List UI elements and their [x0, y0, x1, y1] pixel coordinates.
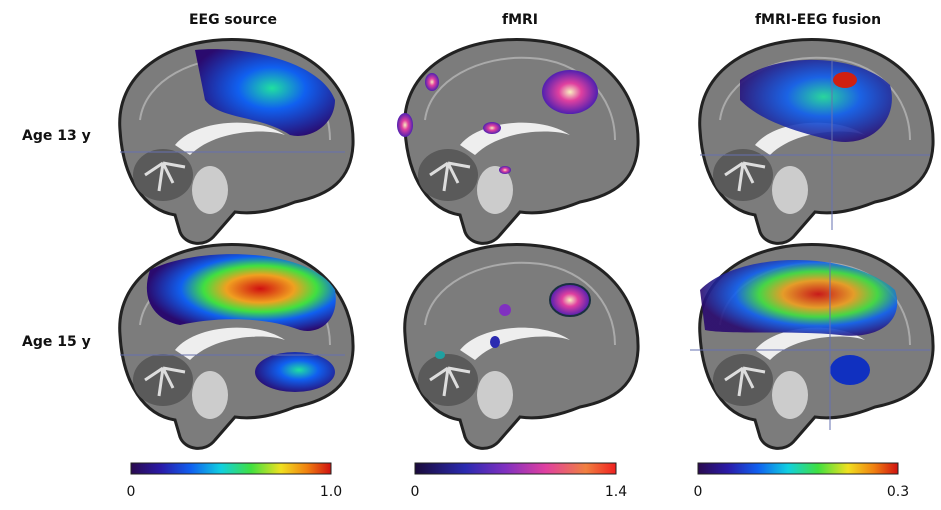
- colorbar: [697, 462, 899, 475]
- brain-image: [698, 38, 935, 245]
- brain-image: [397, 38, 640, 245]
- brain-image: [690, 243, 935, 450]
- colorbar-max: 1.0: [320, 484, 342, 500]
- column-title: fMRI-EEG fusion: [755, 12, 881, 28]
- column-title: fMRI: [502, 12, 538, 28]
- row-label: Age 13 y: [22, 128, 91, 144]
- colorbar-min: 0: [411, 484, 420, 500]
- colorbar-min: 0: [694, 484, 703, 500]
- row-label: Age 15 y: [22, 334, 91, 350]
- brain-image: [118, 243, 355, 450]
- colorbar: [130, 462, 332, 475]
- colorbar-max: 1.4: [605, 484, 627, 500]
- colorbar-min: 0: [127, 484, 136, 500]
- brain-image: [118, 38, 355, 245]
- brain-image: [403, 243, 640, 450]
- column-title: EEG source: [189, 12, 277, 28]
- colorbar: [414, 462, 617, 475]
- colorbar-max: 0.3: [887, 484, 909, 500]
